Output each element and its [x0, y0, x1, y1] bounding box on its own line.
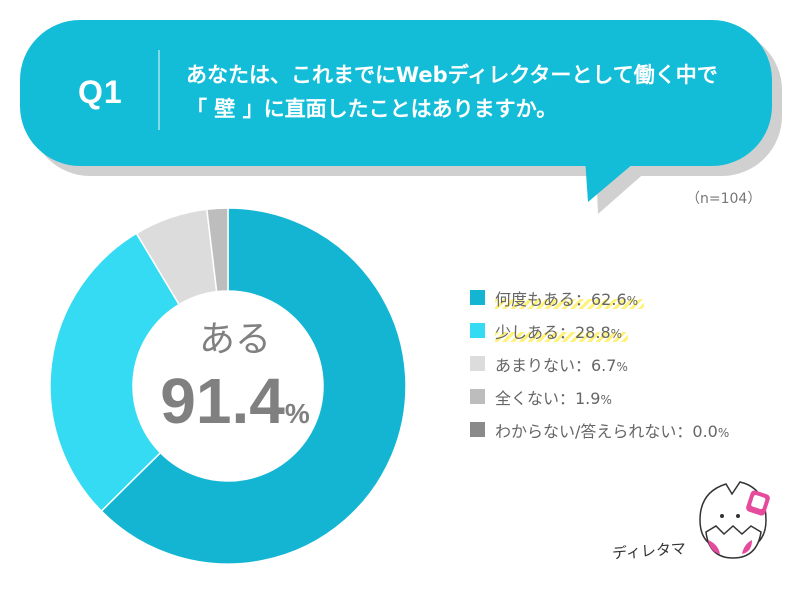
donut-slice [205, 207, 229, 293]
legend-item: 全くない：1.9% [470, 380, 729, 413]
legend-label: あまりない：6.7% [495, 355, 628, 375]
question-divider [158, 50, 160, 130]
legend-swatch [470, 389, 485, 404]
center-number: 91.4 [160, 365, 285, 437]
legend-swatch [470, 290, 485, 305]
sample-size: （n=104） [686, 191, 762, 207]
legend-item: 何度もある：62.6% [470, 281, 729, 314]
legend-label: わからない/答えられない：0.0% [495, 421, 730, 441]
legend-swatch [470, 356, 485, 371]
donut-center-label: ある 91.4% [130, 318, 340, 449]
legend: 何度もある：62.6% 少しある：28.8% あまりない：6.7% 全くない：1.9%… [470, 281, 729, 446]
question-text: あなたは、これまでにWebディレクターとして働く中で 「 壁 」に直面したことは… [186, 58, 746, 126]
legend-unit: % [717, 425, 730, 440]
center-value: 91.4% [130, 366, 340, 449]
legend-highlight [495, 332, 628, 342]
donut-chart [49, 207, 407, 565]
center-unit: % [284, 398, 310, 429]
legend-item: 少しある：28.8% [470, 314, 729, 347]
legend-unit: % [616, 359, 628, 374]
legend-label: 何度もある：62.6% [495, 289, 639, 309]
donut-slice [49, 232, 181, 513]
question-bubble [20, 20, 772, 202]
mascot-icon [699, 481, 770, 559]
legend-item: わからない/答えられない：0.0% [470, 413, 729, 446]
legend-item: あまりない：6.7% [470, 347, 729, 380]
legend-unit: % [600, 392, 612, 407]
legend-swatch [470, 422, 485, 437]
legend-label: 少しある：28.8% [495, 322, 623, 342]
question-number: Q1 [78, 74, 123, 110]
center-word: ある [198, 319, 271, 360]
legend-unit: % [626, 293, 639, 308]
legend-swatch [470, 323, 485, 338]
donut-slice [100, 207, 407, 565]
legend-unit: % [610, 326, 623, 341]
legend-highlight [495, 299, 644, 309]
question-line-1: あなたは、これまでにWebディレクターとして働く中で [186, 63, 718, 87]
question-line-2: 「 壁 」に直面したことはありますか。 [186, 97, 558, 121]
legend-label: 全くない：1.9% [495, 388, 612, 408]
